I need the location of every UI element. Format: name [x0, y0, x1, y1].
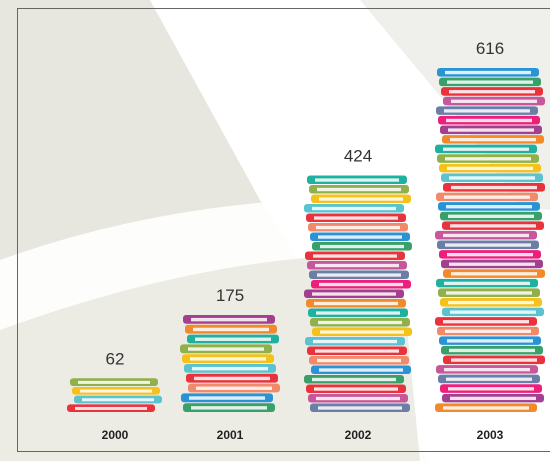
book-pages: [451, 185, 537, 190]
book-pages: [317, 358, 401, 363]
book-stack: [67, 378, 162, 412]
book-pages: [192, 366, 268, 371]
bg-shape: [360, 0, 550, 250]
book-pages: [316, 225, 400, 230]
book-pages: [315, 178, 399, 182]
book-pages: [448, 387, 534, 391]
book-pages: [318, 406, 402, 410]
book-pages: [195, 337, 271, 341]
book-pages: [444, 367, 530, 372]
book-pages: [317, 187, 401, 192]
frame: [17, 8, 550, 452]
book-pages: [316, 311, 400, 315]
book-pages: [447, 252, 533, 257]
book-pages: [314, 387, 398, 391]
value-label: 424: [344, 147, 372, 166]
book-pages: [451, 272, 537, 276]
book-pages: [443, 406, 529, 410]
value-label: 616: [476, 39, 504, 58]
book-pages: [444, 281, 530, 286]
book-pages: [320, 330, 404, 334]
book-pages: [448, 128, 534, 132]
book-pages: [446, 205, 532, 209]
book-stack: [304, 175, 412, 412]
book-pages: [191, 317, 267, 322]
book-pages: [318, 235, 402, 239]
book-pages: [443, 233, 529, 238]
x-tick-label: 2000: [102, 428, 129, 442]
book-pages: [82, 398, 154, 402]
x-tick-label: 2003: [477, 428, 504, 442]
book-pages: [191, 406, 267, 410]
book-pages: [444, 195, 530, 199]
value-label: 62: [106, 349, 125, 368]
book-pages: [446, 118, 532, 123]
book-pages: [317, 273, 401, 277]
book-pages: [448, 214, 534, 218]
book-pages: [196, 386, 272, 390]
value-label: 175: [216, 286, 244, 305]
book-pages: [193, 327, 269, 332]
book-pages: [446, 291, 532, 295]
book-pages: [315, 349, 399, 353]
book-pages: [443, 147, 529, 151]
book-pages: [445, 243, 531, 247]
book-pages: [449, 348, 535, 353]
book-pages: [319, 368, 403, 372]
book-pages: [312, 206, 396, 211]
book-pages: [316, 396, 400, 401]
book-pages: [194, 376, 270, 381]
x-tick-label: 2001: [217, 428, 244, 442]
book-pages: [443, 320, 529, 324]
book-pages: [314, 301, 398, 306]
book-pages: [447, 339, 533, 343]
book-pages: [447, 80, 533, 84]
book-pages: [188, 347, 264, 351]
book-pages: [449, 90, 535, 94]
book-pages: [320, 244, 404, 249]
book-pages: [450, 224, 536, 228]
book-pages: [78, 380, 150, 384]
book-pages: [312, 292, 396, 296]
book-pages: [450, 310, 536, 314]
book-pages: [190, 357, 266, 361]
book-pages: [312, 377, 396, 382]
book-pages: [318, 320, 402, 325]
book-pages: [319, 282, 403, 287]
book-pages: [449, 176, 535, 180]
book-pages: [448, 300, 534, 305]
book-pages: [451, 358, 537, 362]
book-pages: [313, 339, 397, 344]
book-pages: [189, 396, 265, 400]
book-pages: [451, 99, 537, 103]
book-pages: [445, 70, 531, 75]
book-pages: [445, 329, 531, 333]
book-pages: [445, 157, 531, 161]
book-pages: [447, 166, 533, 171]
book-pages: [319, 197, 403, 201]
book-pages: [315, 263, 399, 268]
book-pages: [449, 262, 535, 266]
book-pages: [314, 216, 398, 220]
book-pages: [446, 377, 532, 381]
book-pages: [444, 109, 530, 113]
book-pages: [313, 254, 397, 258]
book-pages: [450, 137, 536, 142]
book-pages: [450, 396, 536, 401]
book-stack: [180, 314, 280, 412]
x-tick-label: 2002: [345, 428, 372, 442]
book-pages: [80, 389, 152, 393]
book-stack: [435, 68, 545, 412]
book-pages: [75, 406, 147, 410]
